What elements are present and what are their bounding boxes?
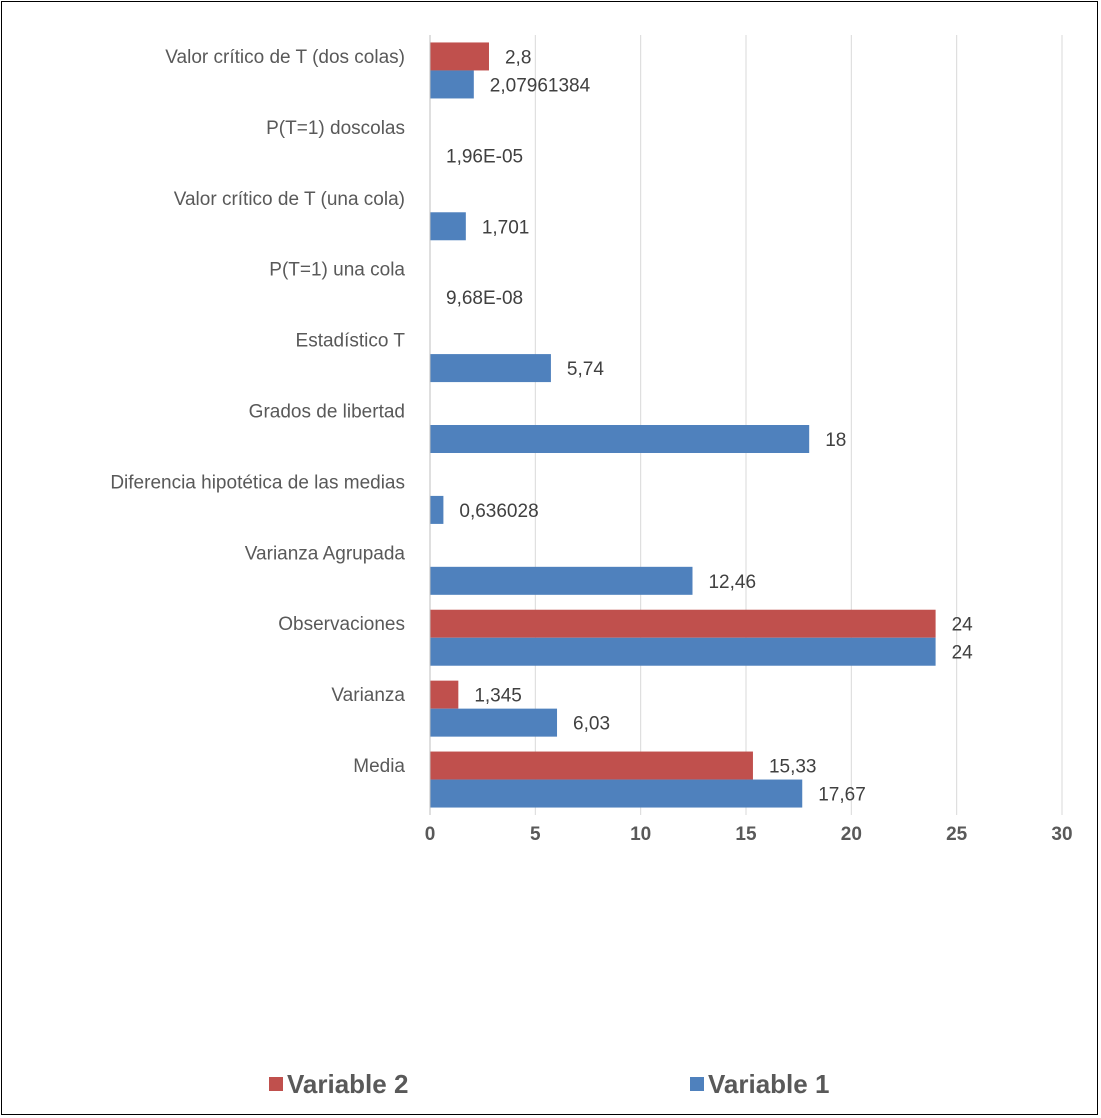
legend-label-variable-2: Variable 2: [287, 1069, 408, 1099]
bar-variable-2-varianza: [430, 680, 459, 709]
bar-variable-2-media: [430, 751, 753, 780]
value-label-variable-2-observaciones: 24: [952, 615, 974, 636]
value-label-variable-1-varianza-agrupada: 12,46: [708, 572, 756, 593]
value-label-variable-1-valor-critico-de-t-una-cola: 1,701: [482, 217, 530, 238]
legend-swatch-variable-2: [269, 1077, 283, 1091]
category-label-observaciones: Observaciones: [278, 614, 405, 635]
value-label-variable-1-p-t-1-una-cola: 9,68E-08: [446, 288, 523, 309]
bar-variable-1-media: [430, 779, 803, 808]
value-label-variable-1-estadistico-t: 5,74: [567, 359, 604, 380]
legend-label-variable-1: Variable 1: [708, 1069, 829, 1099]
category-label-p-t-1-doscolas: P(T=1) doscolas: [266, 118, 405, 139]
category-label-grados-de-libertad: Grados de libertad: [249, 402, 405, 423]
category-label-valor-critico-de-t-una-cola: Valor crítico de T (una cola): [174, 189, 405, 210]
value-label-variable-1-grados-de-libertad: 18: [825, 430, 846, 451]
value-label-variable-1-valor-critico-de-t-dos-colas: 2,07961384: [490, 75, 591, 96]
x-tick-label-10: 10: [630, 824, 651, 845]
bars: [430, 42, 936, 808]
x-tick-label-5: 5: [530, 824, 541, 845]
category-label-media: Media: [353, 756, 405, 777]
bar-variable-2-valor-critico-de-t-dos-colas: [430, 42, 489, 71]
x-tick-label-30: 30: [1051, 824, 1072, 845]
bar-variable-1-grados-de-libertad: [430, 425, 810, 453]
category-label-valor-critico-de-t-dos-colas: Valor crítico de T (dos colas): [165, 47, 405, 68]
value-label-variable-1-diferencia-hipotetica-de-las-medias: 0,636028: [459, 501, 538, 522]
bar-variable-1-valor-critico-de-t-dos-colas: [430, 70, 474, 99]
value-label-variable-1-varianza: 6,03: [573, 714, 610, 735]
category-label-varianza: Varianza: [331, 685, 405, 706]
x-tick-label-0: 0: [425, 824, 436, 845]
bar-variable-1-observaciones: [430, 637, 936, 666]
value-label-variable-2-varianza: 1,345: [474, 686, 522, 707]
category-label-varianza-agrupada: Varianza Agrupada: [245, 543, 406, 564]
legend: Variable 2 Variable 1: [269, 1069, 829, 1099]
bar-variable-1-valor-critico-de-t-una-cola: [430, 212, 466, 241]
bar-variable-1-diferencia-hipotetica-de-las-medias: [430, 495, 444, 524]
category-label-p-t-1-una-cola: P(T=1) una cola: [269, 260, 405, 281]
bar-variable-1-varianza: [430, 708, 558, 737]
value-label-variable-2-valor-critico-de-t-dos-colas: 2,8: [505, 47, 531, 68]
legend-swatch-variable-1: [690, 1077, 704, 1091]
axis: 0 5 10 15 20 25 30: [425, 35, 1073, 845]
value-label-variable-1-p-t-1-doscolas: 1,96E-05: [446, 146, 523, 167]
bar-variable-2-observaciones: [430, 609, 936, 638]
bar-variable-1-varianza-agrupada: [430, 566, 693, 595]
value-label-variable-1-media: 17,67: [818, 785, 866, 806]
value-label-variable-1-observaciones: 24: [952, 643, 974, 664]
x-tick-label-25: 25: [946, 824, 968, 845]
category-label-diferencia-hipotetica-de-las-medias: Diferencia hipotética de las medias: [110, 472, 405, 493]
category-label-estadistico-t: Estadístico T: [296, 331, 406, 352]
x-tick-label-20: 20: [841, 824, 862, 845]
value-label-variable-2-media: 15,33: [769, 757, 817, 778]
bar-variable-1-estadistico-t: [430, 354, 551, 383]
x-tick-label-15: 15: [735, 824, 757, 845]
